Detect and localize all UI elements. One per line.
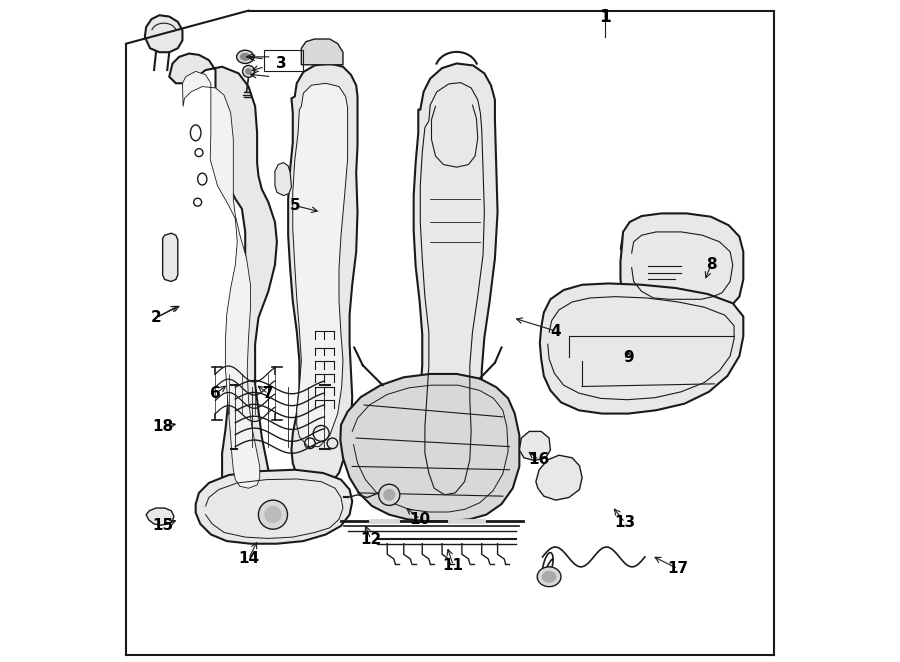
- Polygon shape: [620, 214, 742, 316]
- Polygon shape: [292, 83, 347, 447]
- Polygon shape: [540, 283, 743, 414]
- Text: 17: 17: [667, 561, 688, 577]
- Text: 3: 3: [276, 56, 287, 71]
- Polygon shape: [519, 432, 551, 461]
- Polygon shape: [414, 64, 498, 512]
- Text: 1: 1: [599, 8, 611, 26]
- Ellipse shape: [237, 50, 254, 64]
- Text: 6: 6: [210, 386, 220, 401]
- Text: 5: 5: [290, 198, 300, 213]
- Text: 14: 14: [238, 551, 259, 567]
- Text: 12: 12: [360, 532, 382, 547]
- Text: 9: 9: [623, 350, 634, 365]
- Polygon shape: [163, 233, 178, 281]
- Polygon shape: [145, 15, 183, 52]
- Polygon shape: [169, 54, 277, 501]
- Text: 13: 13: [615, 515, 635, 530]
- Text: 2: 2: [150, 310, 161, 325]
- Text: 1: 1: [600, 10, 610, 24]
- Polygon shape: [340, 374, 519, 521]
- Text: 18: 18: [152, 419, 173, 434]
- Text: 8: 8: [706, 258, 716, 273]
- Ellipse shape: [537, 567, 561, 587]
- Text: 4: 4: [551, 324, 561, 338]
- Polygon shape: [288, 64, 357, 489]
- Text: 11: 11: [443, 558, 464, 573]
- Polygon shape: [146, 508, 174, 525]
- Ellipse shape: [543, 571, 555, 582]
- Text: 15: 15: [152, 518, 173, 534]
- Ellipse shape: [246, 69, 251, 74]
- Ellipse shape: [243, 66, 255, 77]
- Ellipse shape: [379, 485, 400, 505]
- Text: 16: 16: [528, 452, 550, 467]
- Polygon shape: [536, 455, 582, 500]
- Ellipse shape: [384, 489, 394, 500]
- Polygon shape: [274, 163, 292, 195]
- Ellipse shape: [240, 54, 250, 60]
- Polygon shape: [302, 39, 343, 65]
- Text: 10: 10: [410, 512, 431, 527]
- Ellipse shape: [265, 506, 281, 522]
- Ellipse shape: [258, 500, 287, 529]
- Polygon shape: [183, 71, 260, 489]
- Polygon shape: [620, 213, 743, 318]
- Polygon shape: [195, 470, 352, 544]
- Text: 7: 7: [263, 386, 274, 401]
